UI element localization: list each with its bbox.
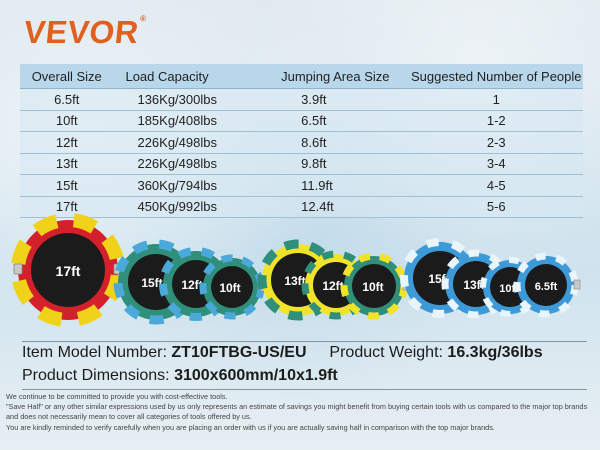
cell-load: 226Kg/498lbs bbox=[113, 153, 262, 175]
cell-area: 8.6ft bbox=[261, 131, 410, 154]
dimensions-value: 3100x600mm/10x1.9ft bbox=[174, 367, 338, 384]
trampoline-group-blue-white: 15ft 13ft 10ft 6.5ft bbox=[400, 238, 581, 319]
dimensions-line: Product Dimensions: 3100x600mm/10x1.9ft bbox=[22, 367, 338, 385]
brand-logo-text: VEVOR bbox=[22, 14, 141, 50]
trampoline-illustrations: 17ft 15ft 12ft 10ft 13ft 12ft 10ft bbox=[11, 213, 581, 327]
table-row: 13ft 226Kg/498lbs 9.8ft 3-4 bbox=[20, 153, 583, 175]
trampoline-label: 13ft bbox=[463, 278, 484, 292]
trampoline-label: 15ft bbox=[141, 276, 162, 290]
cell-people: 1 bbox=[409, 88, 583, 111]
table-row: 17ft 450Kg/992lbs 12.4ft 5-6 bbox=[20, 196, 583, 218]
cell-people: 2-3 bbox=[409, 131, 583, 154]
trampoline-group-green-blue: 15ft 12ft 10ft bbox=[113, 239, 267, 325]
cell-load: 185Kg/408lbs bbox=[113, 110, 262, 132]
cell-people: 1-2 bbox=[409, 110, 583, 132]
trampoline-label: 10ft bbox=[219, 281, 240, 295]
disclaimer-line: We continue to be committed to provide y… bbox=[6, 392, 228, 401]
cell-area: 12.4ft bbox=[261, 196, 410, 218]
table-header-row: Overall Size Load Capacity Jumping Area … bbox=[20, 64, 583, 89]
cell-load: 226Kg/498lbs bbox=[113, 131, 262, 154]
header-suggested-people: Suggested Number of People bbox=[409, 64, 583, 89]
trampoline-label: 13ft bbox=[284, 274, 305, 288]
cell-size: 17ft bbox=[20, 196, 114, 218]
trampoline-label: 10ft bbox=[362, 280, 383, 294]
cell-load: 136Kg/300lbs bbox=[113, 88, 262, 111]
cell-load: 360Kg/794lbs bbox=[113, 174, 262, 197]
trampoline-17ft-red-yellow: 17ft bbox=[11, 213, 125, 327]
cell-load: 450Kg/992lbs bbox=[113, 196, 262, 218]
dimensions-label: Product Dimensions: bbox=[22, 367, 170, 384]
cell-area: 9.8ft bbox=[261, 153, 410, 175]
cell-size: 6.5ft bbox=[20, 88, 114, 111]
disclaimer-line: You are kindly reminded to verify carefu… bbox=[6, 422, 495, 432]
divider-bottom bbox=[22, 389, 587, 390]
header-jumping-area: Jumping Area Size bbox=[261, 64, 410, 89]
cell-people: 3-4 bbox=[409, 153, 583, 175]
cell-size: 10ft bbox=[20, 110, 114, 132]
cell-area: 3.9ft bbox=[261, 88, 410, 111]
model-value: ZT10FTBG-US/EU bbox=[171, 344, 307, 361]
trampoline-label: 17ft bbox=[56, 263, 81, 279]
cell-area: 11.9ft bbox=[261, 174, 410, 197]
disclaimer-line: "Save Half" or any other similar express… bbox=[6, 402, 588, 422]
trampoline-group-yellow-green: 13ft 12ft 10ft bbox=[257, 239, 410, 321]
header-overall-size: Overall Size bbox=[20, 64, 114, 89]
divider-top bbox=[22, 341, 587, 342]
cell-area: 6.5ft bbox=[261, 110, 410, 132]
cell-size: 13ft bbox=[20, 153, 114, 175]
cell-people: 5-6 bbox=[409, 196, 583, 218]
model-weight-line: Item Model Number: ZT10FTBG-US/EU Produc… bbox=[22, 344, 543, 362]
model-label: Item Model Number: bbox=[22, 344, 167, 361]
table-row: 6.5ft 136Kg/300lbs 3.9ft 1 bbox=[20, 88, 583, 111]
cell-size: 15ft bbox=[20, 174, 114, 197]
cell-size: 12ft bbox=[20, 131, 114, 154]
table-row: 10ft 185Kg/408lbs 6.5ft 1-2 bbox=[20, 110, 583, 132]
spec-table: Overall Size Load Capacity Jumping Area … bbox=[20, 64, 583, 218]
table-row: 15ft 360Kg/794lbs 11.9ft 4-5 bbox=[20, 174, 583, 197]
trampoline-label: 6.5ft bbox=[535, 281, 558, 293]
trampoline-label: 12ft bbox=[322, 279, 343, 293]
weight-value: 16.3kg/36lbs bbox=[447, 344, 543, 361]
disclaimer: We continue to be committed to provide y… bbox=[6, 392, 596, 433]
weight-label: Product Weight: bbox=[329, 344, 443, 361]
trampoline-label: 12ft bbox=[181, 278, 202, 292]
cell-people: 4-5 bbox=[409, 174, 583, 197]
trademark-symbol: ® bbox=[139, 14, 147, 23]
brand-logo: VEVOR® bbox=[22, 14, 147, 51]
header-load-capacity: Load Capacity bbox=[113, 64, 262, 89]
table-row: 12ft 226Kg/498lbs 8.6ft 2-3 bbox=[20, 131, 583, 154]
